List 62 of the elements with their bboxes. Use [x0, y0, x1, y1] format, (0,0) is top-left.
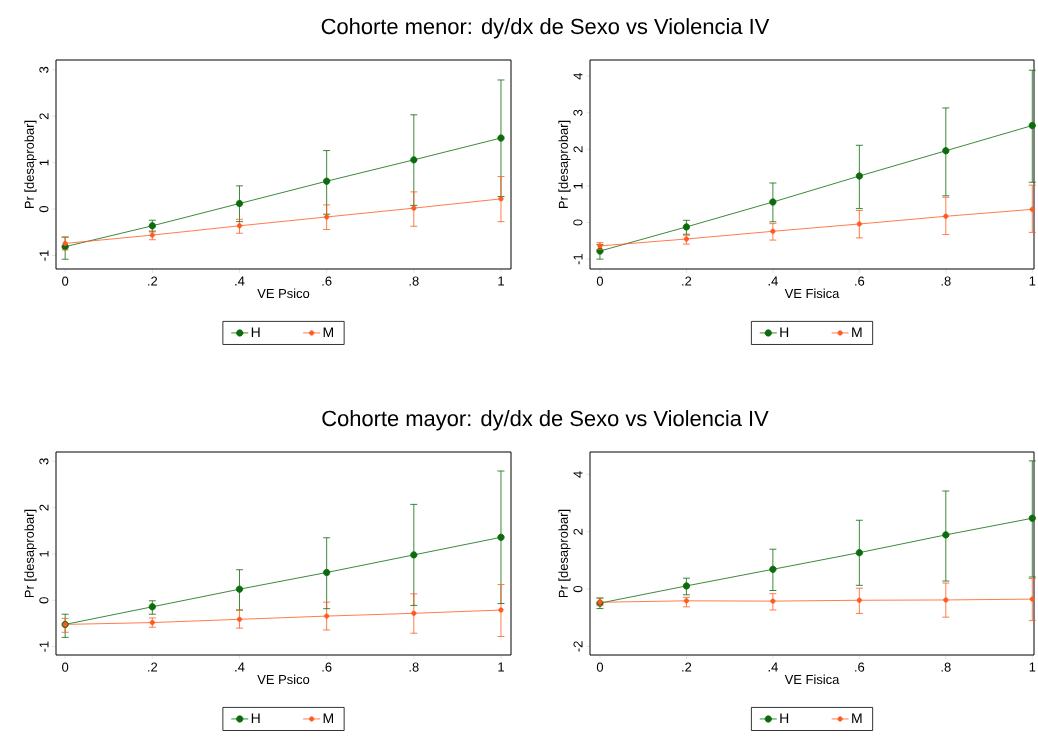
y-tick-label: 0	[39, 205, 49, 213]
x-axis-title: VE Psico	[257, 674, 310, 685]
x-tick-label: .6	[855, 662, 865, 672]
x-tick-label: 0	[62, 276, 69, 286]
x-tick-label: .2	[148, 276, 158, 286]
legend-label: H	[780, 327, 789, 337]
y-axis-title: Pr [desaprobar]	[24, 120, 37, 209]
y-tick-label: 0	[573, 219, 583, 226]
x-tick-label: 1	[1029, 276, 1036, 286]
x-tick-label: .8	[941, 276, 951, 286]
x-tick-label: .4	[235, 662, 245, 672]
x-tick-label: .2	[148, 662, 158, 672]
y-tick-label: 1	[39, 550, 49, 557]
legend-label: H	[780, 713, 789, 724]
x-tick-label: .6	[322, 662, 332, 672]
x-tick-label: 0	[596, 276, 604, 286]
y-tick-label: 1	[39, 159, 49, 166]
y-tick-label: -1	[573, 253, 583, 265]
legend-label: M	[323, 713, 334, 723]
legend-label: H	[251, 327, 260, 337]
x-axis-title: VE Fisica	[784, 674, 840, 685]
y-tick-label: 2	[39, 504, 49, 511]
x-tick-label: 1	[498, 662, 504, 672]
x-tick-label: 0	[62, 662, 69, 672]
y-tick-label: 0	[573, 585, 583, 593]
y-axis-title: Pr [desaprobar]	[558, 120, 571, 209]
y-tick-label: 2	[573, 146, 583, 153]
y-tick-label: 1	[573, 182, 583, 189]
y-axis-title: Pr [desaprobar]	[558, 509, 571, 598]
legend-label: M	[323, 327, 334, 337]
x-tick-label: .4	[235, 276, 245, 286]
y-tick-label: -2	[573, 641, 583, 652]
x-axis-title: VE Fisica	[784, 288, 840, 299]
y-tick-label: 2	[573, 528, 583, 535]
chart-title: Cohorte mayor: dy/dx de Sexo vs Violencia IV	[322, 410, 769, 431]
legend-label: H	[251, 713, 260, 723]
y-tick-label: 3	[39, 66, 49, 73]
x-tick-label: .8	[941, 662, 951, 672]
x-tick-label: .6	[855, 276, 865, 286]
y-axis-title: Pr [desaprobar]	[24, 509, 37, 598]
y-tick-label: -1	[39, 250, 49, 261]
y-tick-label: -1	[39, 641, 49, 652]
x-tick-label: .8	[409, 276, 419, 286]
y-tick-label: 0	[39, 597, 49, 604]
x-axis-title: VE Psico	[257, 288, 310, 299]
x-tick-label: 0	[596, 662, 604, 672]
y-tick-label: 3	[39, 458, 49, 465]
y-tick-label: 2	[39, 113, 49, 120]
x-tick-label: .4	[768, 276, 778, 286]
y-tick-label: 4	[573, 471, 583, 478]
x-tick-label: .4	[768, 662, 778, 672]
y-tick-label: 3	[573, 109, 583, 116]
x-tick-label: .2	[682, 276, 692, 286]
x-tick-label: .8	[409, 662, 419, 672]
x-tick-label: 1	[498, 276, 504, 286]
chart-title: Cohorte menor: dy/dx de Sexo vs Violencia IV	[321, 18, 770, 39]
y-tick-label: 4	[573, 72, 583, 80]
x-tick-label: .6	[322, 276, 332, 286]
legend-label: M	[852, 327, 862, 337]
legend-label: M	[852, 713, 862, 724]
x-tick-label: .2	[682, 662, 692, 672]
x-tick-label: 1	[1029, 662, 1036, 672]
